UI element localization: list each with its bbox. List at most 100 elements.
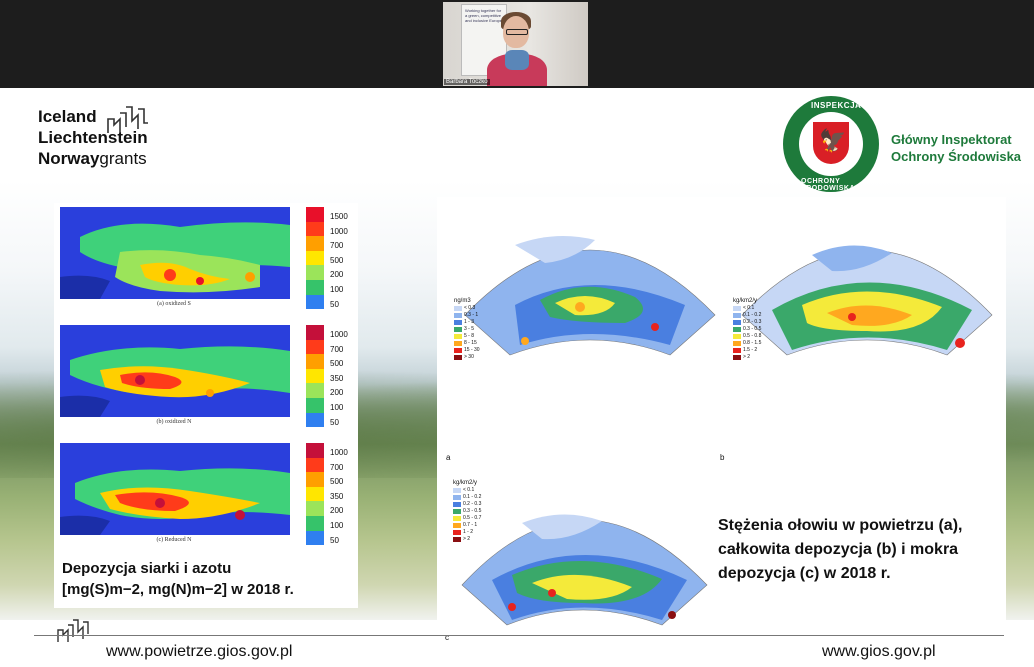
map-caption-b: (b) oxidized N: [156, 419, 192, 425]
legend-label: 500: [330, 255, 344, 265]
legend-label: > 30: [464, 354, 474, 360]
legend-label: 3 - 5: [464, 326, 475, 332]
legend-label: 700: [330, 462, 344, 472]
legend-swatch: [733, 313, 741, 318]
legend-label: 0.8 - 1.5: [743, 340, 762, 346]
legend-swatch: [306, 412, 324, 428]
lead-map-b-tag: b: [720, 453, 725, 462]
legend-swatch: [733, 320, 741, 325]
europe-map-oxidized-s: [60, 207, 290, 299]
lead-map-a-tag: a: [446, 453, 451, 462]
legend-swatch: [306, 236, 324, 251]
legend-reduced-n: 1000 700 500 350 200 100 50: [306, 443, 356, 546]
deposition-title-line1: Depozycja siarki i azotu: [62, 560, 232, 577]
participant-name: Barbara Toczko: [444, 79, 490, 85]
map-caption-a: (a) oxidized S: [157, 301, 191, 307]
lead-legend-a-unit: ng/m3: [454, 298, 471, 304]
eea-grants-mark-icon: [107, 106, 148, 133]
legend-swatch: [733, 348, 741, 353]
legend-label: 200: [330, 506, 344, 516]
map-caption-c: (c) Reduced N: [156, 537, 192, 543]
legend-swatch: [454, 320, 462, 325]
legend-label: 350: [330, 491, 344, 501]
legend-label: 500: [330, 359, 344, 369]
legend-swatch: [453, 495, 461, 500]
legend-label: 200: [330, 270, 344, 280]
legend-swatch: [453, 509, 461, 514]
legend-label: 1000: [330, 448, 348, 457]
legend-label: 0.1 - 0.2: [743, 312, 762, 318]
participant-scarf: [505, 50, 529, 70]
legend-label: 0.3 - 1: [464, 312, 479, 318]
lead-panel: ng/m3 < 0.3 0.3 - 1 1 - 3 3 - 5 5 - 8 8 …: [437, 197, 1006, 646]
legend-label: 200: [330, 388, 344, 398]
legend-swatch: [454, 355, 462, 360]
legend-label: 1500: [330, 212, 348, 221]
lead-caption: Stężenia ołowiu w powietrzu (a), całkowi…: [718, 517, 963, 582]
legend-swatch: [454, 327, 462, 332]
lead-legend-c: kg/km2/y < 0.1 0.1 - 0.2 0.2 - 0.3 0.3 -…: [453, 480, 481, 543]
legend-label: 0.1 - 0.2: [463, 494, 482, 500]
lead-legend-a: ng/m3 < 0.3 0.3 - 1 1 - 3 3 - 5 5 - 8 8 …: [454, 298, 480, 361]
legend-label: 1000: [330, 330, 348, 339]
legend-label: > 2: [743, 354, 751, 360]
legend-swatch: [453, 523, 461, 528]
legend-label: 100: [330, 520, 344, 530]
lead-map-c-tag: c: [445, 633, 449, 642]
legend-label: 50: [330, 299, 339, 309]
legend-oxidized-s: 1500 1000 700 500 200 100 50: [306, 207, 356, 310]
participant-glasses: [506, 29, 528, 35]
legend-label: 1000: [330, 226, 348, 236]
legend-swatch: [306, 279, 324, 295]
legend-swatch: [733, 306, 741, 311]
legend-label: 0.3 - 0.5: [743, 326, 762, 332]
legend-label: 15 - 30: [464, 347, 480, 353]
legend-label: < 0.1: [463, 487, 475, 493]
legend-label: 0.7 - 1: [463, 522, 478, 528]
legend-label: 0.3 - 0.5: [463, 508, 482, 514]
lead-map-b: [741, 245, 993, 356]
legend-label: 350: [330, 373, 344, 383]
gios-emblem: INSPEKCJA 🦅 OCHRONY ŚRODOWISKA: [783, 96, 879, 192]
legend-label: 1.5 - 2: [743, 347, 758, 353]
legend-swatch: [306, 294, 324, 310]
gios-title-line1: Główny Inspektorat: [891, 132, 1012, 147]
legend-label: 100: [330, 284, 344, 294]
legend-label: 700: [330, 344, 344, 354]
legend-swatch: [306, 472, 324, 487]
legend-swatch: [306, 397, 324, 413]
eea-grants-small-mark-icon: [57, 619, 89, 642]
emblem-shield: [813, 122, 849, 164]
banner-text: Working together for a green, competitiv…: [465, 8, 503, 23]
legend-swatch: [453, 488, 461, 493]
participant-video-tile[interactable]: Working together for a green, competitiv…: [443, 2, 588, 86]
participant-head: [503, 16, 529, 48]
legend-swatch: [306, 207, 324, 222]
legend-label: < 0.3: [464, 305, 476, 311]
legend-swatch: [454, 341, 462, 346]
legend-swatch: [454, 306, 462, 311]
legend-label: < 0.1: [743, 305, 755, 311]
emblem-ring-top: INSPEKCJA: [811, 101, 862, 110]
legend-swatch: [306, 486, 324, 502]
legend-swatch: [453, 502, 461, 507]
logo-line-iceland: Iceland: [38, 107, 97, 126]
legend-swatch: [454, 348, 462, 353]
legend-label: 500: [330, 477, 344, 487]
legend-swatch: [453, 516, 461, 521]
legend-label: 100: [330, 402, 344, 412]
legend-label: 0.2 - 0.3: [743, 319, 762, 325]
lead-legend-c-unit: kg/km2/y: [453, 480, 478, 486]
europe-map-oxidized-n: [60, 325, 290, 417]
lead-legend-b-unit: kg/km2/y: [733, 298, 758, 304]
legend-label: 50: [330, 417, 339, 427]
legend-swatch: [306, 501, 324, 516]
legend-swatch: [453, 537, 461, 542]
deposition-title-line2: [mg(S)m−2, mg(N)m−2] w 2018 r.: [62, 581, 294, 598]
gios-title-line2: Ochrony Środowiska: [891, 149, 1022, 164]
legend-label: 0.5 - 0.8: [743, 333, 762, 339]
legend-label: 1 - 2: [463, 529, 474, 535]
legend-label: 1 - 3: [464, 319, 475, 325]
white-eagle-icon: 🦅: [819, 128, 847, 153]
legend-swatch: [306, 221, 324, 237]
